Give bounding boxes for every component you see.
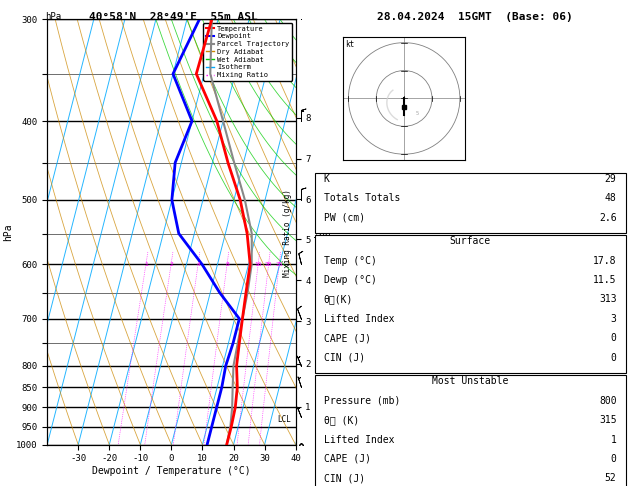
Text: 25: 25	[276, 262, 283, 267]
Text: 4: 4	[196, 262, 200, 267]
Text: θᴇ(K): θᴇ(K)	[324, 295, 353, 304]
Text: kt: kt	[345, 40, 355, 49]
Text: LCL: LCL	[277, 416, 291, 424]
Text: 16: 16	[254, 262, 262, 267]
Text: hPa: hPa	[45, 12, 62, 21]
Text: 800: 800	[599, 396, 616, 406]
Text: CIN (J): CIN (J)	[324, 353, 365, 363]
Text: 2.6: 2.6	[599, 213, 616, 223]
Text: 3: 3	[611, 314, 616, 324]
Text: 11.5: 11.5	[593, 275, 616, 285]
Text: 29: 29	[604, 174, 616, 184]
Text: 0: 0	[611, 333, 616, 343]
Text: 40°58'N  28°49'E  55m ASL: 40°58'N 28°49'E 55m ASL	[89, 12, 257, 22]
Bar	[314, 375, 626, 486]
Text: 1: 1	[144, 262, 148, 267]
Text: θᴇ (K): θᴇ (K)	[324, 415, 359, 425]
X-axis label: Dewpoint / Temperature (°C): Dewpoint / Temperature (°C)	[92, 466, 251, 476]
Text: 0: 0	[611, 454, 616, 464]
Text: CAPE (J): CAPE (J)	[324, 333, 371, 343]
Text: Dewp (°C): Dewp (°C)	[324, 275, 377, 285]
Text: 8: 8	[225, 262, 229, 267]
Text: 17.8: 17.8	[593, 256, 616, 265]
Text: Lifted Index: Lifted Index	[324, 434, 394, 445]
Text: K: K	[324, 174, 330, 184]
Text: 315: 315	[599, 415, 616, 425]
Text: 313: 313	[599, 295, 616, 304]
Text: Totals Totals: Totals Totals	[324, 193, 400, 203]
Text: PW (cm): PW (cm)	[324, 213, 365, 223]
Text: CIN (J): CIN (J)	[324, 473, 365, 484]
Text: CAPE (J): CAPE (J)	[324, 454, 371, 464]
Text: 2: 2	[169, 262, 173, 267]
Legend: Temperature, Dewpoint, Parcel Trajectory, Dry Adiabat, Wet Adiabat, Isotherm, Mi: Temperature, Dewpoint, Parcel Trajectory…	[203, 23, 292, 81]
Text: Temp (°C): Temp (°C)	[324, 256, 377, 265]
Text: 28.04.2024  15GMT  (Base: 06): 28.04.2024 15GMT (Base: 06)	[377, 12, 573, 22]
Text: Lifted Index: Lifted Index	[324, 314, 394, 324]
Text: 1: 1	[611, 434, 616, 445]
Text: 52: 52	[604, 473, 616, 484]
Text: Surface: Surface	[450, 236, 491, 246]
Text: Mixing Ratio (g/kg): Mixing Ratio (g/kg)	[284, 190, 292, 277]
Text: 20: 20	[265, 262, 272, 267]
Y-axis label: hPa: hPa	[3, 223, 13, 241]
Text: 0: 0	[611, 353, 616, 363]
Text: Pressure (mb): Pressure (mb)	[324, 396, 400, 406]
Bar	[314, 173, 626, 233]
Text: Most Unstable: Most Unstable	[432, 376, 508, 386]
Text: 5: 5	[415, 111, 418, 116]
Y-axis label: km
ASL: km ASL	[313, 224, 333, 240]
Text: 48: 48	[604, 193, 616, 203]
Bar	[314, 235, 626, 373]
